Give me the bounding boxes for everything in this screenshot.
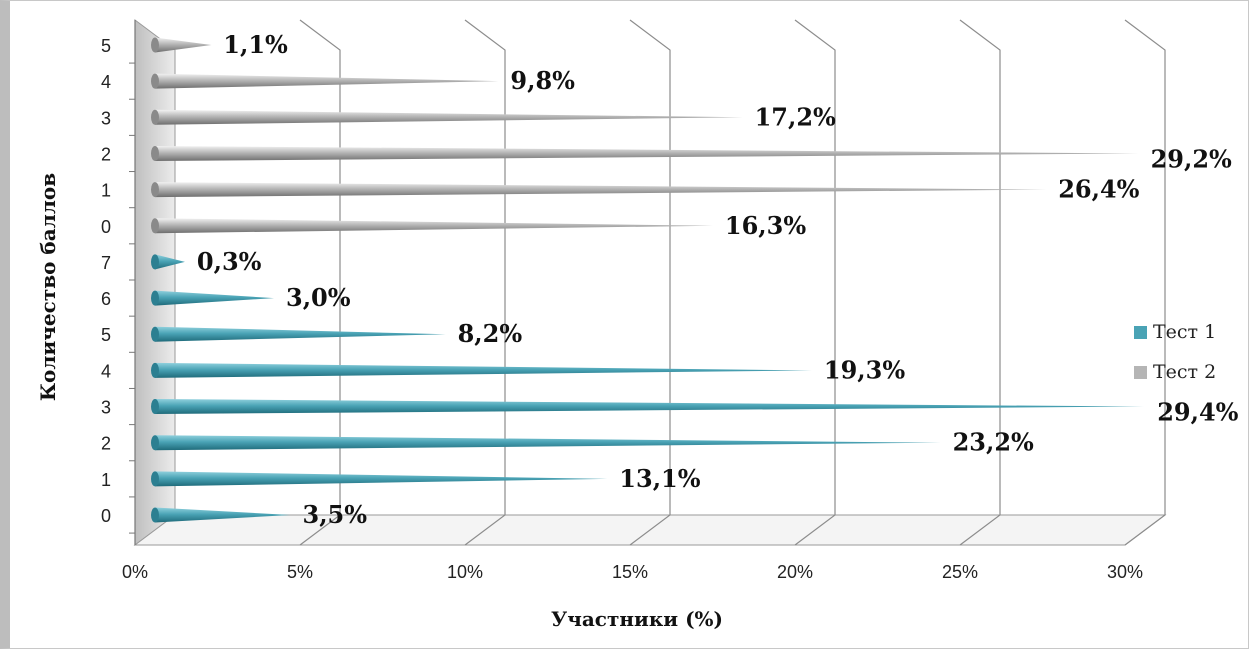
data-label: 29,2% [1151,144,1232,173]
x-tick-label: 15% [612,562,648,582]
data-label: 0,3% [197,247,262,276]
y-tick-label: 0 [101,506,111,526]
data-label: 13,1% [619,464,700,493]
cone-base [151,109,159,125]
cone-bar-test1 [155,507,291,523]
y-tick-label: 4 [101,72,111,92]
y-tick-label: 7 [101,253,111,273]
y-tick-label: 1 [101,181,111,201]
y-tick-label: 3 [101,108,111,128]
cone-bar-test1 [155,254,185,270]
y-tick-label: 3 [101,398,111,418]
cone-bar-test2 [155,37,212,53]
y-tick-label: 4 [101,361,111,381]
data-label: 1,1% [223,30,288,59]
x-gridline [464,19,506,546]
y-tick-label: 1 [101,470,111,490]
cone-bar-test2 [155,182,1047,198]
data-label: 3,5% [303,500,368,529]
cone-base [151,73,159,89]
x-gridline [299,19,341,546]
cone-bar-test1 [155,326,446,342]
cone-bar-test2 [155,73,499,89]
data-label: 3,0% [286,283,351,312]
data-label: 16,3% [725,211,806,240]
y-tick-label: 5 [101,325,111,345]
legend: Тест 1 Тест 2 [1134,312,1216,392]
cone-bar-test2 [155,218,713,234]
data-label: 29,4% [1157,398,1238,427]
legend-swatch-test1 [1134,325,1147,339]
cone-bar-test2 [155,145,1139,161]
cone-base [151,362,159,378]
y-tick-label: 0 [101,217,111,237]
x-gridline [959,19,1001,546]
data-label: 19,3% [824,355,905,384]
y-tick-label: 2 [101,144,111,164]
data-label: 8,2% [458,319,523,348]
y-tick-label: 6 [101,289,111,309]
cone-bar-test1 [155,290,274,306]
legend-label-test1: Тест 1 [1153,321,1217,343]
x-axis-title: Участники (%) [551,607,723,631]
x-gridline [794,19,836,546]
cone-base [151,145,159,161]
cone-base [151,326,159,342]
x-tick-label: 10% [447,562,483,582]
cone-bar-test1 [155,399,1146,415]
data-label: 17,2% [755,102,836,131]
x-tick-label: 30% [1107,562,1143,582]
x-gridline [1124,19,1166,546]
legend-item-test2: Тест 2 [1134,352,1216,392]
cone-base [151,182,159,198]
cone-base [151,37,159,53]
legend-label-test2: Тест 2 [1153,361,1217,383]
data-label: 23,2% [953,428,1034,457]
data-label: 26,4% [1058,175,1139,204]
cone-bar-test1 [155,435,941,451]
side-wall [134,19,176,546]
cone-base [151,218,159,234]
cone-base [151,399,159,415]
x-tick-label: 20% [777,562,813,582]
x-tick-label: 0% [122,562,148,582]
cone-base [151,471,159,487]
legend-item-test1: Тест 1 [1134,312,1216,352]
cone-base [151,507,159,523]
y-axis-title: Количество баллов [36,173,60,401]
x-tick-label: 25% [942,562,978,582]
x-gridline [629,19,671,546]
y-tick-label: 5 [101,36,111,56]
cone-bar-test1 [155,471,608,487]
cone-bar-test1 [155,362,812,378]
cone-base [151,254,159,270]
data-label: 9,8% [510,66,575,95]
cone-base [151,290,159,306]
cone-base [151,435,159,451]
cone-bar-test2 [155,109,743,125]
y-tick-label: 2 [101,434,111,454]
x-tick-label: 5% [287,562,313,582]
legend-swatch-test2 [1134,365,1147,379]
